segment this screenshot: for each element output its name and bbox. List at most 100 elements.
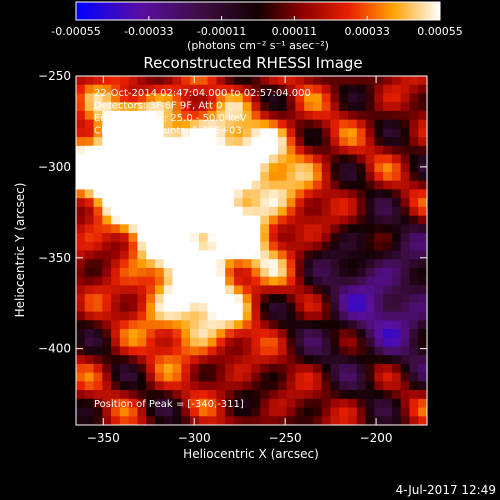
heatmap-cell	[251, 346, 261, 356]
heatmap-cell	[137, 241, 147, 252]
heatmap-cell	[277, 180, 288, 191]
heatmap-cell	[93, 233, 103, 243]
heatmap-cell	[418, 390, 427, 400]
heatmap-cell	[119, 84, 130, 95]
heatmap-cell	[374, 302, 384, 313]
heatmap-cell	[128, 137, 139, 147]
heatmap-cell	[137, 346, 147, 356]
heatmap-cell	[330, 233, 340, 243]
heatmap-cell	[339, 189, 349, 199]
heatmap-cell	[400, 163, 411, 173]
heatmap-cell	[163, 224, 174, 234]
heatmap-cell	[348, 206, 358, 217]
heatmap-cell	[242, 311, 253, 321]
heatmap-cell	[233, 276, 244, 286]
heatmap-cell	[76, 285, 86, 295]
heatmap-cell	[260, 145, 270, 156]
heatmap-cell	[163, 355, 174, 365]
heatmap-cell	[409, 363, 419, 374]
heatmap-cell	[365, 206, 375, 217]
heatmap-cell	[128, 233, 139, 243]
heatmap-cell	[190, 355, 200, 365]
heatmap-cell	[339, 128, 349, 138]
heatmap-cell	[339, 233, 349, 243]
heatmap-cell	[312, 398, 323, 409]
heatmap-cell	[93, 215, 103, 225]
heatmap-cell	[190, 128, 200, 138]
heatmap-cell	[84, 363, 95, 374]
heatmap-cell	[260, 398, 270, 409]
heatmap-cell	[154, 329, 165, 339]
heatmap-cell	[391, 398, 402, 409]
heatmap-cell	[146, 145, 156, 156]
heatmap-cell	[111, 363, 121, 374]
heatmap-cell	[409, 276, 419, 286]
heatmap-cell	[172, 215, 182, 225]
heatmap-cell	[225, 390, 235, 400]
heatmap-cell	[312, 215, 323, 225]
heatmap-cell	[391, 363, 402, 374]
heatmap-cell	[391, 180, 402, 191]
heatmap-cell	[339, 346, 349, 356]
heatmap-cell	[216, 119, 226, 129]
heatmap-cell	[391, 84, 402, 95]
heatmap-cell	[418, 84, 427, 95]
heatmap-cell	[304, 93, 314, 103]
heatmap-cell	[225, 416, 235, 425]
heatmap-cell	[304, 154, 314, 164]
heatmap-cell	[304, 372, 314, 382]
heatmap-cell	[269, 390, 279, 400]
heatmap-cell	[119, 390, 130, 400]
heatmap-cell	[102, 180, 112, 191]
heatmap-cell	[76, 346, 86, 356]
heatmap-cell	[181, 355, 191, 365]
heatmap-cell	[339, 145, 349, 156]
heatmap-cell	[374, 137, 384, 147]
heatmap-cell	[304, 285, 314, 295]
heatmap-cell	[119, 259, 130, 269]
heatmap-cell	[216, 154, 226, 164]
heatmap-cell	[295, 233, 305, 243]
heatmap-cell	[93, 206, 103, 217]
heatmap-cell	[198, 198, 209, 208]
heatmap-cell	[391, 250, 402, 260]
heatmap-cell	[84, 267, 95, 278]
heatmap-cell	[383, 416, 393, 425]
heatmap-cell	[269, 145, 279, 156]
heatmap-cell	[277, 250, 288, 260]
heatmap-cell	[190, 171, 200, 182]
heatmap-cell	[286, 372, 296, 382]
heatmap-cell	[295, 302, 305, 313]
heatmap-cell	[339, 84, 349, 95]
heatmap-cell	[356, 110, 367, 121]
heatmap-cell	[295, 363, 305, 374]
heatmap-cell	[181, 215, 191, 225]
heatmap-cell	[269, 372, 279, 382]
heatmap-cell	[312, 233, 323, 243]
heatmap-cell	[383, 84, 393, 95]
heatmap-cell	[321, 137, 332, 147]
heatmap-cell	[391, 329, 402, 339]
heatmap-cell	[339, 163, 349, 173]
heatmap-cell	[190, 416, 200, 425]
heatmap-cell	[119, 250, 130, 260]
heatmap-cell	[330, 84, 340, 95]
heatmap-cell	[365, 215, 375, 225]
heatmap-cell	[321, 84, 332, 95]
heatmap-cell	[146, 171, 156, 182]
heatmap-cell	[216, 171, 226, 182]
heatmap-cell	[304, 206, 314, 217]
heatmap-cell	[374, 84, 384, 95]
heatmap-cell	[225, 337, 235, 348]
heatmap-cell	[137, 276, 147, 286]
heatmap-cell	[242, 180, 253, 191]
heatmap-cell	[181, 119, 191, 129]
heatmap-cell	[146, 102, 156, 112]
heatmap-cell	[374, 215, 384, 225]
heatmap-cell	[225, 276, 235, 286]
heatmap-cell	[172, 206, 182, 217]
heatmap-cell	[400, 416, 411, 425]
heatmap-cell	[163, 93, 174, 103]
heatmap-cell	[321, 224, 332, 234]
heatmap-cell	[84, 163, 95, 173]
